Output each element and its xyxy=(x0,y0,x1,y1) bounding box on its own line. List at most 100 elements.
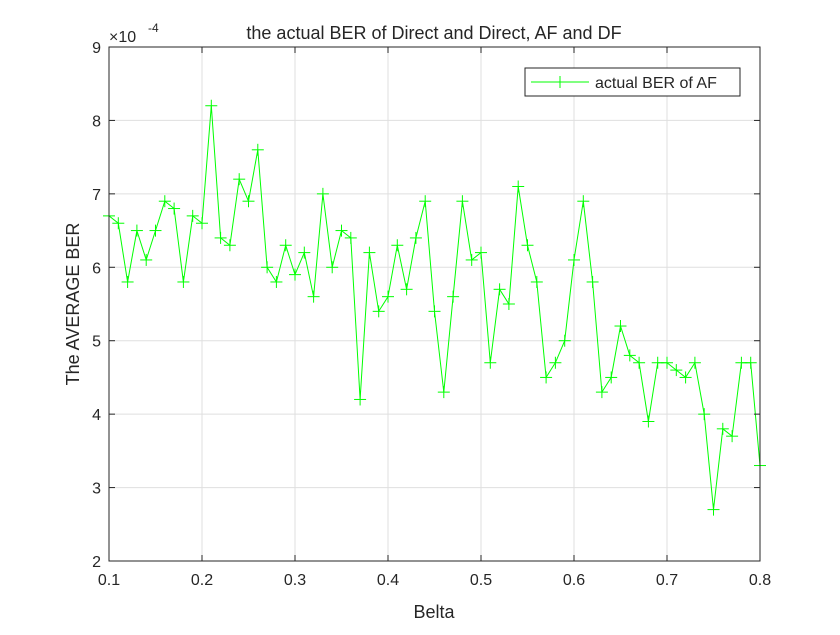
data-point xyxy=(419,195,432,208)
data-point xyxy=(521,239,534,252)
data-point xyxy=(149,224,162,237)
data-point xyxy=(400,283,413,296)
data-point xyxy=(326,261,339,274)
data-point xyxy=(186,209,199,222)
x-tick-label: 0.7 xyxy=(656,572,678,589)
data-point xyxy=(605,371,618,384)
data-point xyxy=(261,261,274,274)
y-tick-label: 5 xyxy=(92,334,101,351)
data-point xyxy=(289,268,301,281)
plot-area xyxy=(109,47,760,561)
data-point xyxy=(614,320,627,333)
data-point xyxy=(205,99,218,112)
data-point xyxy=(679,371,692,384)
data-point xyxy=(130,224,143,237)
data-point xyxy=(316,187,329,200)
data-point xyxy=(577,195,590,208)
data-point xyxy=(121,275,134,288)
data-point xyxy=(633,356,646,369)
x-tick-label: 0.6 xyxy=(563,572,585,589)
x-tick-label: 0.4 xyxy=(377,572,399,589)
data-point xyxy=(670,364,683,377)
x-tick-label: 0.2 xyxy=(191,572,213,589)
grid-lines xyxy=(108,46,761,562)
x-tick-label: 0.5 xyxy=(470,572,492,589)
data-point xyxy=(335,224,348,237)
data-point xyxy=(372,305,385,318)
y-tick-label: 7 xyxy=(92,187,101,204)
data-point xyxy=(270,275,283,288)
data-point xyxy=(158,195,171,208)
y-tick-label: 4 xyxy=(92,407,101,424)
data-point xyxy=(549,356,562,369)
data-point xyxy=(251,143,264,156)
y-tick-label: 9 xyxy=(92,40,101,57)
y-axis-label: The AVERAGE BER xyxy=(63,223,83,386)
data-point xyxy=(447,290,460,303)
data-point xyxy=(595,386,608,399)
data-point xyxy=(140,253,153,266)
data-point xyxy=(475,246,487,259)
data-point xyxy=(744,356,757,369)
data-point xyxy=(223,239,236,252)
data-point xyxy=(688,356,701,369)
data-point xyxy=(214,231,227,244)
data-point xyxy=(661,356,673,369)
data-point xyxy=(465,253,478,266)
legend: actual BER of AF xyxy=(524,67,741,97)
chart-title: the actual BER of Direct and Direct, AF … xyxy=(246,23,621,43)
x-tick-label: 0.8 xyxy=(749,572,771,589)
data-point xyxy=(568,253,580,266)
data-point xyxy=(233,173,246,186)
data-point xyxy=(512,180,525,193)
data-point xyxy=(502,298,515,310)
data-point xyxy=(242,195,255,208)
data-point xyxy=(428,305,441,318)
data-point xyxy=(391,239,404,252)
x-axis-label: Belta xyxy=(413,602,455,622)
data-point xyxy=(409,231,422,244)
data-point xyxy=(530,275,543,288)
legend-label: actual BER of AF xyxy=(595,75,717,92)
data-point xyxy=(354,393,367,406)
y-tick-label: 2 xyxy=(92,554,101,571)
data-point xyxy=(456,195,469,208)
tick-marks xyxy=(108,46,761,562)
y-exponent-base: ×10 xyxy=(109,29,136,46)
data-point xyxy=(279,239,292,252)
data-point xyxy=(558,334,571,347)
data-point xyxy=(344,231,357,244)
data-point xyxy=(168,202,181,215)
axes-box xyxy=(108,46,761,562)
data-point xyxy=(586,275,599,288)
y-tick-label: 3 xyxy=(92,481,101,498)
data-point xyxy=(177,275,190,288)
data-point xyxy=(382,290,394,303)
x-tick-label: 0.1 xyxy=(98,572,120,589)
data-point xyxy=(307,290,320,303)
data-point xyxy=(707,503,720,516)
y-tick-label: 8 xyxy=(92,113,101,130)
data-point xyxy=(642,415,655,428)
data-point xyxy=(726,430,739,443)
data-point xyxy=(493,283,506,296)
data-point xyxy=(698,408,711,421)
y-exponent-label: ×10 -4 xyxy=(109,21,159,46)
data-point xyxy=(363,246,376,259)
y-exponent-power: -4 xyxy=(148,21,159,35)
data-point xyxy=(437,386,450,399)
data-point xyxy=(298,246,311,259)
legend-marker xyxy=(554,76,566,88)
data-point xyxy=(484,356,497,369)
data-point xyxy=(196,217,208,230)
data-point xyxy=(716,422,729,435)
tick-labels: 0.1 0.2 0.3 0.4 0.5 0.6 0.7 0.8 2 3 4 5 6 7 8 9 xyxy=(92,40,771,589)
data-point xyxy=(112,217,125,230)
series-layer xyxy=(103,99,766,516)
data-point xyxy=(623,349,636,362)
y-tick-label: 6 xyxy=(92,260,101,277)
data-point xyxy=(540,371,553,384)
x-tick-label: 0.3 xyxy=(284,572,306,589)
